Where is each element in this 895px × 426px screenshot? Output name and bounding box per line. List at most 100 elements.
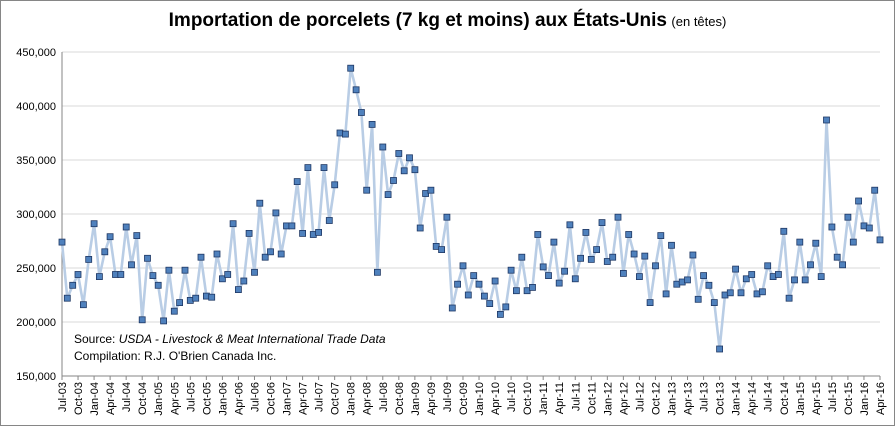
x-tick-label: Apr-13 bbox=[683, 382, 695, 415]
data-point bbox=[192, 294, 200, 302]
data-point bbox=[299, 229, 307, 237]
data-point bbox=[138, 316, 146, 324]
data-point bbox=[496, 310, 504, 318]
data-point bbox=[716, 345, 723, 353]
x-tick-label: Jan-09 bbox=[410, 382, 422, 416]
x-tick-label: Oct-10 bbox=[522, 382, 534, 415]
data-point bbox=[684, 276, 691, 284]
x-tick-label: Oct-14 bbox=[779, 382, 791, 415]
data-point bbox=[710, 299, 718, 307]
x-tick-label: Jan-04 bbox=[89, 382, 101, 416]
data-point bbox=[63, 294, 71, 302]
x-tick-label: Jul-05 bbox=[185, 382, 197, 412]
data-point bbox=[304, 164, 312, 172]
data-point bbox=[652, 262, 659, 270]
data-point bbox=[625, 231, 633, 238]
y-tick-label: 150,000 bbox=[16, 371, 56, 383]
data-point bbox=[732, 265, 739, 273]
data-point bbox=[828, 223, 836, 231]
data-point bbox=[646, 299, 654, 307]
data-point bbox=[614, 213, 622, 221]
x-tick-label: Apr-05 bbox=[169, 382, 181, 415]
data-point bbox=[801, 276, 809, 284]
data-point bbox=[833, 253, 841, 261]
data-point bbox=[293, 178, 301, 186]
data-point bbox=[154, 281, 162, 289]
x-tick-label: Jan-06 bbox=[217, 382, 229, 416]
x-tick-label: Oct-04 bbox=[137, 382, 149, 415]
data-point bbox=[475, 280, 483, 288]
data-point bbox=[775, 271, 782, 278]
x-tick-label: Jul-13 bbox=[699, 382, 711, 412]
series-line bbox=[60, 66, 882, 351]
x-tick-label: Jan-14 bbox=[731, 382, 743, 416]
data-point bbox=[555, 279, 563, 287]
data-point bbox=[384, 191, 392, 199]
x-tick-label: Apr-04 bbox=[105, 382, 117, 415]
data-point bbox=[545, 272, 552, 280]
data-point bbox=[74, 271, 82, 278]
data-point bbox=[69, 281, 77, 289]
x-tick-label: Jul-11 bbox=[570, 382, 582, 411]
data-point bbox=[288, 222, 296, 230]
data-point bbox=[325, 217, 333, 224]
data-point bbox=[331, 181, 339, 189]
data-point bbox=[529, 283, 536, 291]
data-point bbox=[502, 303, 510, 311]
data-point bbox=[160, 317, 168, 325]
data-point bbox=[128, 261, 135, 269]
data-point bbox=[486, 300, 494, 308]
data-point bbox=[518, 253, 526, 261]
x-tick-label: Jul-09 bbox=[442, 382, 454, 412]
data-point bbox=[80, 301, 87, 309]
data-point bbox=[759, 288, 766, 296]
data-point bbox=[871, 186, 879, 194]
data-point bbox=[406, 154, 413, 162]
data-point bbox=[427, 186, 435, 194]
x-tick-label: Jul-08 bbox=[378, 382, 390, 412]
data-point bbox=[272, 209, 280, 217]
data-point bbox=[737, 289, 745, 297]
data-point bbox=[534, 231, 542, 238]
data-point bbox=[170, 307, 178, 315]
data-point bbox=[598, 219, 606, 227]
data-point bbox=[277, 250, 285, 258]
data-point bbox=[347, 64, 355, 72]
data-point bbox=[251, 268, 258, 276]
data-point bbox=[791, 276, 798, 284]
data-point bbox=[229, 220, 237, 228]
data-point bbox=[796, 238, 804, 246]
x-tick-label: Jan-16 bbox=[859, 382, 871, 416]
data-point bbox=[395, 150, 403, 157]
data-point bbox=[694, 295, 702, 303]
notes-background bbox=[72, 331, 388, 364]
data-point bbox=[85, 255, 93, 263]
x-tick-label: Jul-12 bbox=[634, 382, 646, 412]
data-point bbox=[593, 246, 600, 254]
y-tick-label: 300,000 bbox=[16, 209, 56, 221]
data-point bbox=[176, 299, 184, 307]
data-point bbox=[90, 220, 98, 228]
data-point bbox=[390, 177, 397, 184]
data-point bbox=[636, 273, 643, 281]
data-point bbox=[657, 232, 665, 240]
data-point bbox=[96, 273, 103, 281]
data-point bbox=[587, 255, 595, 263]
data-point bbox=[855, 197, 862, 205]
x-tick-label: Apr-15 bbox=[811, 382, 823, 415]
data-point bbox=[341, 130, 349, 138]
data-point bbox=[641, 252, 649, 260]
data-point bbox=[379, 143, 387, 151]
data-point bbox=[807, 261, 814, 269]
data-point bbox=[208, 293, 216, 301]
data-point bbox=[58, 238, 66, 246]
y-tick-label: 350,000 bbox=[16, 155, 56, 167]
x-tick-label: Apr-08 bbox=[362, 382, 374, 415]
data-point bbox=[566, 221, 574, 229]
data-point bbox=[780, 227, 788, 235]
data-point bbox=[315, 228, 323, 236]
data-point bbox=[416, 224, 424, 232]
data-point bbox=[630, 250, 638, 258]
x-tick-label: Jul-15 bbox=[827, 382, 839, 412]
data-point bbox=[218, 275, 226, 283]
